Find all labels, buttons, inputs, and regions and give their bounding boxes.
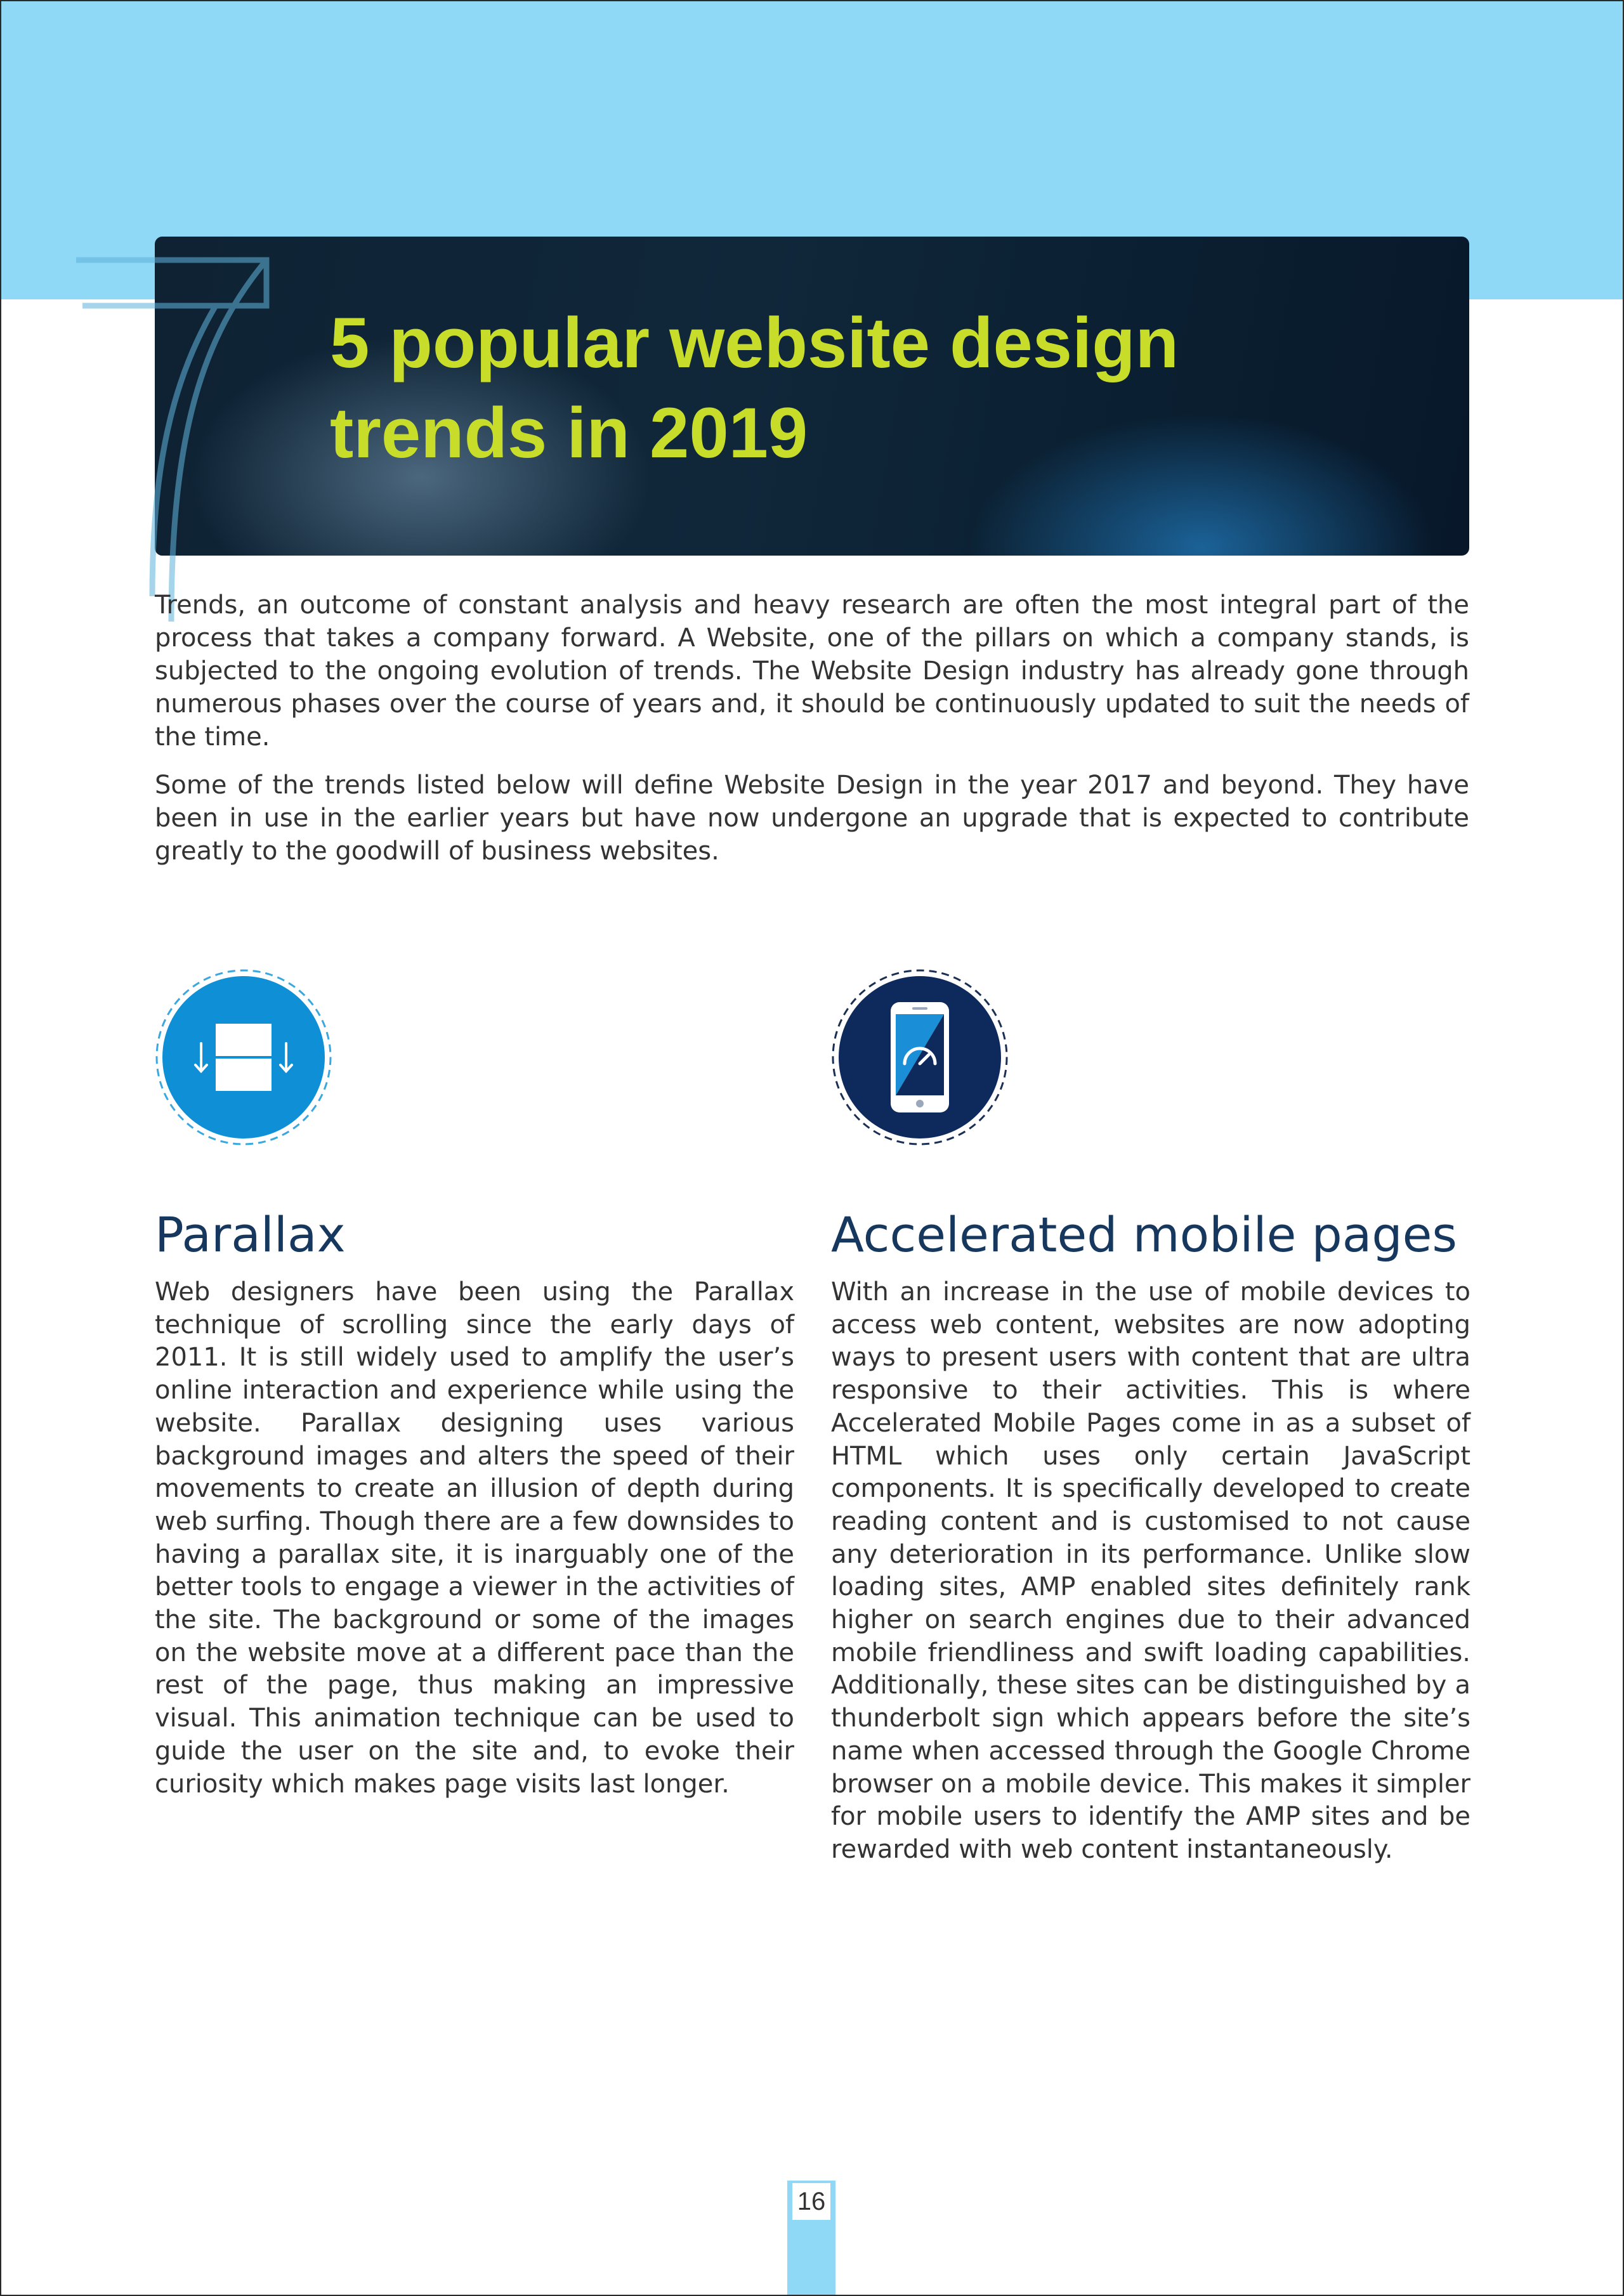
intro-text: Trends, an outcome of constant analysis … bbox=[155, 589, 1469, 883]
amp-body: With an increase in the use of mobile de… bbox=[831, 1277, 1470, 1864]
intro-paragraph-1: Trends, an outcome of constant analysis … bbox=[155, 590, 1469, 752]
parallax-body: Web designers have been using the Parall… bbox=[155, 1277, 794, 1799]
parallax-scroll-icon bbox=[155, 969, 332, 1145]
title-banner bbox=[155, 237, 1469, 556]
mobile-speed-icon bbox=[832, 969, 1008, 1145]
page-number: 16 bbox=[792, 2183, 830, 2220]
decorative-seven-outline bbox=[76, 257, 270, 622]
page-title: 5 popular website design trends in 2019 bbox=[330, 303, 1179, 473]
parallax-heading: Parallax bbox=[155, 1206, 346, 1263]
amp-heading: Accelerated mobile pages bbox=[831, 1206, 1457, 1263]
intro-paragraph-2: Some of the trends listed below will def… bbox=[155, 771, 1469, 866]
